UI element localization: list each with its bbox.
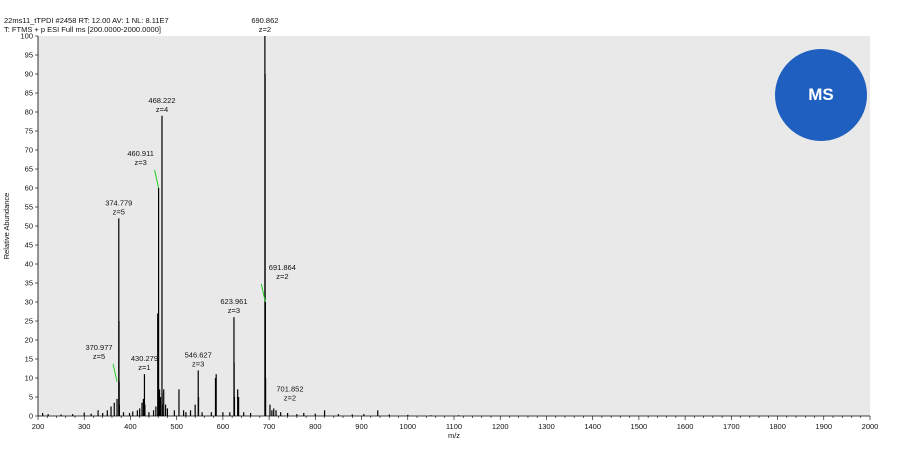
y-axis-label: Relative Abundance: [2, 193, 11, 260]
y-tick-label-45: 45: [25, 241, 33, 250]
scan-header: 22ms11_tTPDI #2458 RT: 12.00 AV: 1 NL: 8…: [4, 16, 169, 25]
peak-charge-6: z=3: [228, 306, 240, 315]
ms-badge: MS: [775, 49, 867, 141]
peak-label-3: 460.911: [127, 149, 154, 158]
peak-label-0: 370.977: [85, 343, 112, 352]
x-tick-label-900: 900: [355, 422, 368, 431]
x-tick-label-1400: 1400: [584, 422, 601, 431]
x-tick-label-1600: 1600: [677, 422, 694, 431]
x-tick-label-800: 800: [309, 422, 322, 431]
peak-label-4: 468.222: [148, 96, 175, 105]
x-tick-label-1700: 1700: [723, 422, 740, 431]
y-tick-label-55: 55: [25, 203, 33, 212]
peak-label-9: 701.852: [276, 385, 303, 394]
peak-label-1: 374.779: [105, 198, 132, 207]
peak-charge-8: z=2: [276, 272, 288, 281]
y-tick-label-70: 70: [25, 146, 33, 155]
annotation-line-0: [112, 363, 118, 382]
y-tick-label-90: 90: [25, 70, 33, 79]
x-tick-label-1300: 1300: [538, 422, 555, 431]
y-tick-label-65: 65: [25, 165, 33, 174]
x-tick-label-2000: 2000: [862, 422, 879, 431]
peak-label-6: 623.961: [220, 297, 247, 306]
axes-layer: 0 5 10 15 20 25 30 35 40 45 50 55 60 65 70 75 80 85 90 95 10…: [20, 32, 878, 431]
peak-label-5: 546.627: [185, 350, 212, 359]
x-tick-label-300: 300: [78, 422, 91, 431]
annotations-layer: 370.977z=5374.779z=5430.279z=1460.911z=3…: [85, 16, 303, 403]
y-tick-label-35: 35: [25, 279, 33, 288]
x-tick-label-400: 400: [124, 422, 137, 431]
peak-charge-4: z=4: [156, 105, 168, 114]
y-tick-label-20: 20: [25, 336, 33, 345]
ms-badge-label: MS: [808, 85, 834, 104]
peaks-layer: [42, 36, 460, 416]
peak-charge-5: z=3: [192, 359, 204, 368]
x-axis-label: m/z: [448, 431, 460, 440]
y-tick-label-50: 50: [25, 222, 33, 231]
y-tick-label-85: 85: [25, 89, 33, 98]
x-tick-label-600: 600: [217, 422, 230, 431]
y-tick-label-10: 10: [25, 374, 33, 383]
x-tick-label-1500: 1500: [631, 422, 648, 431]
y-tick-label-40: 40: [25, 260, 33, 269]
y-tick-label-75: 75: [25, 127, 33, 136]
y-tick-label-100: 100: [20, 32, 33, 41]
y-tick-label-80: 80: [25, 108, 33, 117]
x-tick-label-700: 700: [263, 422, 276, 431]
y-tick-label-5: 5: [29, 393, 33, 402]
peak-charge-0: z=5: [93, 352, 105, 361]
x-tick-label-1200: 1200: [492, 422, 509, 431]
y-tick-label-30: 30: [25, 298, 33, 307]
x-tick-label-500: 500: [170, 422, 183, 431]
peak-charge-7: z=2: [259, 25, 271, 34]
peak-label-7: 690.862: [251, 16, 278, 25]
plot-area: [38, 36, 870, 416]
peak-charge-3: z=3: [134, 158, 146, 167]
peak-label-8: 691.864: [269, 263, 296, 272]
x-tick-label-1800: 1800: [769, 422, 786, 431]
x-tick-label-200: 200: [32, 422, 45, 431]
y-tick-label-15: 15: [25, 355, 33, 364]
x-tick-label-1900: 1900: [815, 422, 832, 431]
peak-charge-9: z=2: [284, 394, 296, 403]
y-tick-label-95: 95: [25, 51, 33, 60]
peak-label-2: 430.279: [131, 354, 158, 363]
y-tick-label-0: 0: [29, 412, 33, 421]
annotation-line-8: [260, 283, 266, 303]
x-tick-label-1000: 1000: [399, 422, 416, 431]
scan-filter: T: FTMS + p ESI Full ms [200.0000-2000.0…: [4, 25, 161, 34]
y-tick-label-25: 25: [25, 317, 33, 326]
annotation-line-3: [154, 169, 160, 189]
peak-charge-2: z=1: [138, 363, 150, 372]
x-tick-label-1100: 1100: [446, 422, 462, 431]
peak-charge-1: z=5: [113, 207, 125, 216]
y-tick-label-60: 60: [25, 184, 33, 193]
